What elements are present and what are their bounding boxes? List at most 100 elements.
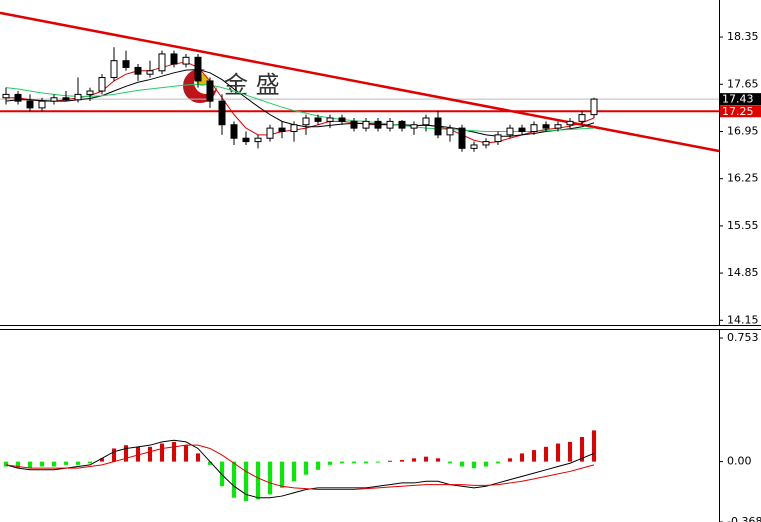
candle-body: [182, 56, 190, 65]
histogram-bar: [100, 458, 104, 462]
y-tick-label: 16.95: [727, 124, 759, 137]
candle-body: [254, 137, 262, 143]
candle-body: [578, 114, 586, 122]
histogram-bar: [76, 461, 80, 465]
price-marker-label: 17.43: [722, 93, 754, 106]
candle-body: [218, 100, 226, 126]
candle-body: [278, 127, 286, 132]
candle-body: [446, 127, 454, 136]
candle-body: [290, 124, 298, 132]
histogram-bar: [304, 461, 308, 475]
candle-body: [386, 120, 394, 129]
histogram-bar: [472, 461, 476, 469]
trendline: [0, 11, 720, 153]
y-tick-label: 0.00: [727, 455, 752, 468]
candle-body: [302, 117, 310, 126]
y-tick-label: 18.35: [727, 30, 759, 43]
candle-body: [434, 117, 442, 136]
histogram-bar: [244, 461, 248, 501]
histogram-bar: [280, 461, 284, 488]
candle-body: [518, 127, 526, 132]
histogram-bar: [172, 441, 176, 462]
ma-line: [5, 439, 595, 499]
candle-body: [554, 124, 562, 129]
y-tick-label: 0.753: [727, 331, 759, 344]
histogram-bar: [436, 458, 440, 462]
histogram-bar: [112, 448, 116, 462]
candle-body: [350, 120, 358, 129]
histogram-bar: [148, 446, 152, 462]
price-marker-box: [720, 93, 761, 106]
histogram-bar: [220, 461, 224, 487]
ma-line: [5, 444, 595, 490]
candle-body: [458, 127, 466, 149]
candle-body: [50, 97, 58, 102]
candle-body: [530, 124, 538, 132]
histogram-bar: [520, 453, 524, 462]
candle-body: [314, 117, 322, 122]
histogram-bar: [508, 458, 512, 462]
histogram-bar: [28, 461, 32, 469]
y-tick-label: 15.55: [727, 219, 759, 232]
candle-body: [206, 80, 214, 102]
candle-body: [590, 98, 598, 116]
candle-body: [374, 120, 382, 129]
candle-body: [494, 134, 502, 143]
candle-body: [146, 70, 154, 75]
histogram-bar: [40, 461, 44, 467]
histogram-bar: [160, 443, 164, 462]
candle-body: [362, 120, 370, 129]
histogram-bar: [352, 461, 356, 464]
histogram-bar: [568, 441, 572, 462]
y-tick-label: 14.15: [727, 313, 759, 326]
histogram-bar: [256, 461, 260, 500]
candle-body: [98, 77, 106, 92]
candle-body: [194, 56, 202, 82]
candle-body: [242, 137, 250, 143]
candle-body: [86, 90, 94, 95]
candle-body: [338, 117, 346, 122]
candle-body: [410, 124, 418, 129]
candle-body: [542, 124, 550, 129]
histogram-bar: [388, 460, 392, 462]
watermark: 金 盛: [224, 71, 280, 99]
candle-body: [266, 127, 274, 139]
histogram-bar: [484, 461, 488, 467]
candle-body: [326, 117, 334, 122]
histogram-bar: [364, 461, 368, 464]
candle-body: [26, 100, 34, 109]
histogram-bar: [52, 461, 56, 467]
candle-body: [230, 124, 238, 139]
candle-body: [38, 100, 46, 109]
histogram-bar: [184, 445, 188, 462]
y-tick-label: -0.368: [727, 515, 761, 522]
price-marker-box: [720, 105, 761, 118]
histogram-bar: [556, 443, 560, 462]
histogram-bar: [268, 461, 272, 495]
candle-body: [74, 93, 82, 101]
candle-body: [506, 127, 514, 136]
histogram-bar: [376, 461, 380, 463]
candle-body: [62, 97, 70, 101]
histogram-bar: [136, 446, 140, 462]
histogram-bar: [544, 446, 548, 462]
histogram-bar: [424, 456, 428, 462]
price-marker-label: 17.25: [722, 105, 754, 118]
candle-body: [398, 120, 406, 129]
histogram-bar: [340, 461, 344, 464]
ma-line: [5, 83, 595, 132]
histogram-bar: [532, 450, 536, 462]
histogram-bar: [208, 461, 212, 465]
histogram-bar: [592, 430, 596, 462]
histogram-bar: [124, 445, 128, 462]
histogram-bar: [448, 461, 452, 464]
candle-body: [2, 93, 10, 99]
histogram-bar: [496, 461, 500, 464]
histogram-bar: [328, 461, 332, 465]
histogram-bar: [580, 436, 584, 462]
histogram-bar: [412, 458, 416, 462]
candle-body: [134, 66, 142, 75]
histogram-bar: [64, 461, 68, 465]
histogram-bar: [400, 459, 404, 462]
